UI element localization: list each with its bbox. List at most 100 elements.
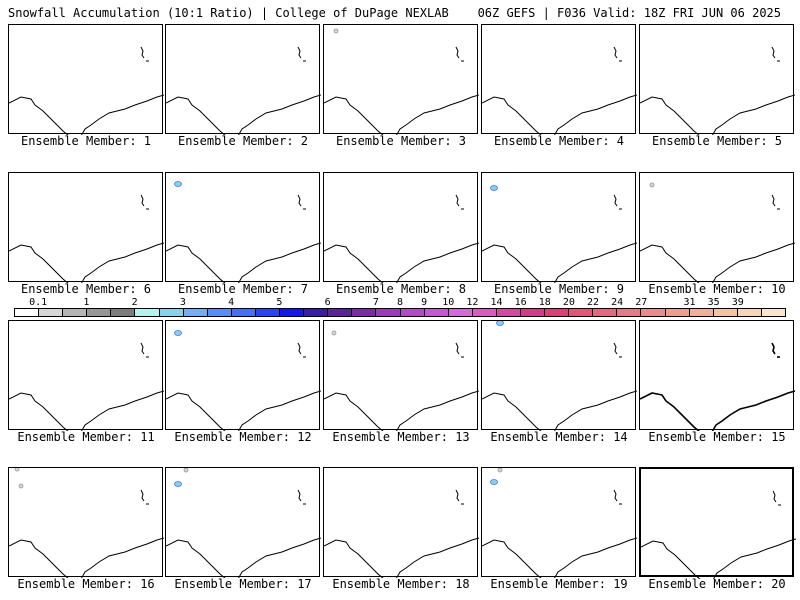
gulf-coast-map [482,46,637,135]
map-panel-member-11 [8,320,164,431]
snowfall-contour [496,321,504,326]
caption-label: Ensemble Member: [20,282,137,296]
member-number: 17 [297,577,312,591]
coastline [9,390,164,431]
gulf-coast-map [640,46,795,135]
gulf-coast-map [641,490,796,579]
gulf-coast-map [324,28,479,135]
map-panel-member-19 [481,467,637,578]
colorbar-swatch-25 [617,309,642,316]
coastline [166,537,321,578]
coastline [613,342,618,355]
colorbar-swatch-29 [713,309,738,316]
coastline [772,490,777,503]
map-panel-member-14 [481,320,637,431]
colorbar-label: 10 [442,297,455,308]
colorbar-label: 35 [707,297,720,308]
member-caption-8: Ensemble Member: 8 [321,282,481,296]
coastline [640,390,795,431]
colorbar-swatch-27 [665,309,690,316]
member-number: 6 [143,282,152,296]
colorbar-swatch-10 [255,309,281,316]
member-number: 19 [613,577,628,591]
map-panel-member-5 [639,24,795,135]
member-caption-18: Ensemble Member: 18 [321,577,481,591]
colorbar-label: 27 [635,297,648,308]
member-number: 3 [458,134,467,148]
caption-label: Ensemble Member: [177,282,294,296]
coastline [166,390,321,431]
caption-label: Ensemble Member: [493,282,610,296]
colorbar-swatch-20 [496,309,521,316]
snowfall-contour [18,483,24,489]
colorbar-swatch-15 [376,309,401,316]
member-number: 10 [771,282,786,296]
colorbar-swatch-17 [424,309,449,316]
member-caption-5: Ensemble Member: 5 [637,134,797,148]
coastline [9,537,164,578]
coastline [324,242,479,283]
snowfall-contour [490,479,498,485]
map-panel-member-8 [323,172,479,283]
caption-label: Ensemble Member: [648,577,764,591]
colorbar-label: 12 [466,297,479,308]
colorbar-swatch-21 [520,309,546,316]
gulf-coast-map [640,182,795,283]
colorbar-swatch-12 [304,309,329,316]
gulf-coast-map [324,489,479,578]
colorbar-label: 18 [538,297,551,308]
coastline [455,46,460,59]
member-number: 20 [771,577,786,591]
colorbar-swatch-14 [352,309,377,316]
member-number: 7 [300,282,309,296]
caption-label: Ensemble Member: [177,134,294,148]
coastline [140,194,145,207]
colorbar-label: 3 [179,297,186,308]
colorbar-swatch-23 [569,309,594,316]
snowfall-contour [14,468,20,472]
colorbar-swatch-1 [39,309,64,316]
gulf-coast-map [166,181,321,283]
chart-title: Snowfall Accumulation (10:1 Ratio) | Col… [8,6,449,20]
colorbar-swatch-5 [135,309,160,316]
coastline [297,194,302,207]
colorbar-swatch-28 [689,309,714,316]
coastline [641,538,796,579]
colorbar-label: 31 [683,297,696,308]
member-number: 5 [774,134,783,148]
member-number: 8 [458,282,467,296]
coastline [455,342,460,355]
coastline [166,94,321,135]
coastline [613,194,618,207]
colorbar-swatches [14,308,786,317]
gulf-coast-map [9,194,164,283]
coastline [640,94,795,135]
colorbar-swatch-13 [328,309,353,316]
gulf-coast-map [166,330,321,431]
map-panel-member-2 [165,24,321,135]
member-number: 4 [616,134,625,148]
snowfall-contour [174,481,182,487]
coastline [297,342,302,355]
caption-label: Ensemble Member: [648,430,764,444]
gulf-coast-map [482,185,637,283]
gulf-coast-map [640,342,795,431]
member-number: 13 [455,430,470,444]
member-number: 12 [297,430,312,444]
colorbar-label: 7 [372,297,379,308]
map-panel-member-3 [323,24,479,135]
gulf-coast-map [324,194,479,283]
colorbar-label: 6 [324,297,331,308]
member-caption-14: Ensemble Member: 14 [479,430,639,444]
colorbar-swatch-24 [593,309,618,316]
coastline [140,342,145,355]
colorbar-label: 1 [83,297,90,308]
colorbar-swatch-30 [737,309,762,316]
coastline [455,194,460,207]
gulf-coast-map [482,321,637,431]
coastline [9,94,164,135]
map-panel-member-12 [165,320,321,431]
member-caption-7: Ensemble Member: 7 [163,282,323,296]
colorbar-swatch-6 [159,309,184,316]
colorbar-swatch-8 [207,309,232,316]
